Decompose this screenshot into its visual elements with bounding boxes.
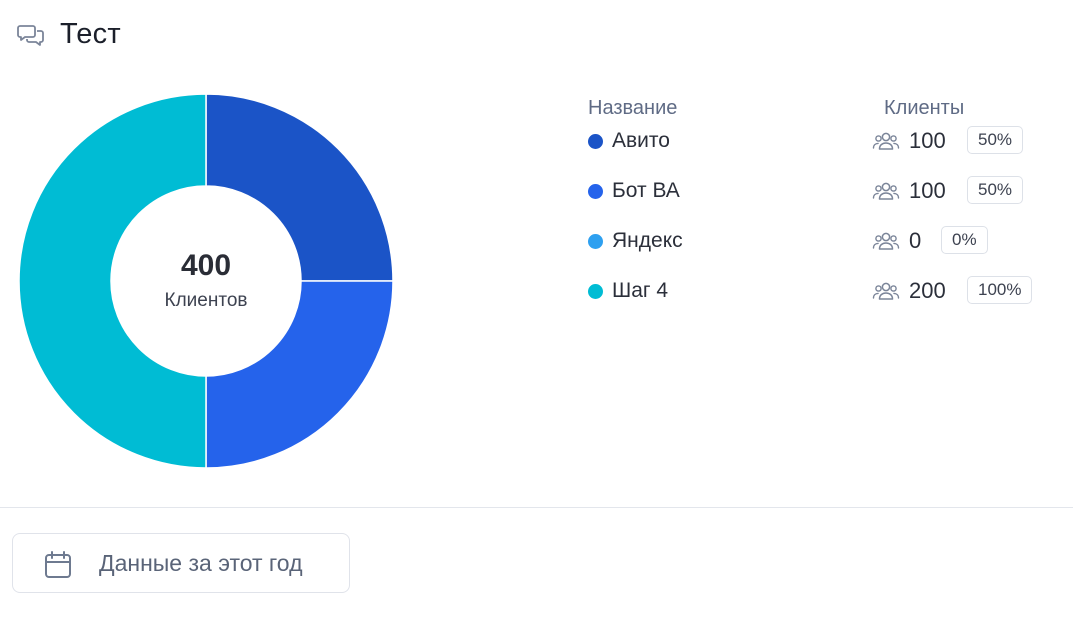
legend-item-count: 0	[909, 228, 922, 253]
donut-slice-1[interactable]	[205, 280, 394, 469]
donut-center-label: Клиентов	[164, 290, 248, 311]
legend-item-percent-badge: 50%	[967, 176, 1024, 204]
legend-header-clients: Клиенты	[884, 97, 965, 119]
donut-chart	[18, 93, 394, 469]
legend-header-name: Название	[588, 97, 678, 119]
calendar-icon	[45, 551, 71, 578]
legend-row: Шаг 4 200 100%	[0, 274, 1073, 310]
legend-row: Яндекс 0 0%	[0, 224, 1073, 260]
users-icon	[872, 232, 900, 250]
donut-slice-3[interactable]	[18, 93, 207, 469]
legend-color-dot	[588, 234, 603, 249]
legend-item-name: Бот ВА	[612, 179, 680, 202]
legend-row: Авито 100 50%	[0, 124, 1073, 160]
divider	[0, 507, 1073, 508]
chat-bubbles-icon	[17, 24, 44, 46]
legend-item-name: Авито	[612, 129, 670, 152]
widget-title: Тест	[60, 18, 121, 50]
users-icon	[872, 132, 900, 150]
legend-item-percent-badge: 0%	[941, 226, 988, 254]
users-icon	[872, 182, 900, 200]
widget-header: Тест	[16, 18, 121, 51]
legend-color-dot	[588, 134, 603, 149]
legend-item-count: 100	[909, 128, 946, 153]
donut-slice-0[interactable]	[205, 93, 394, 282]
period-label: Данные за этот год	[99, 550, 303, 576]
legend-item-percent-badge: 100%	[967, 276, 1033, 304]
legend-item-count: 200	[909, 278, 946, 303]
legend-item-percent-badge: 50%	[967, 126, 1024, 154]
legend-item-name: Шаг 4	[612, 279, 669, 302]
period-selector-button[interactable]: Данные за этот год	[12, 533, 350, 593]
legend-color-dot	[588, 184, 603, 199]
donut-center-value: 400	[180, 249, 232, 282]
legend-item-name: Яндекс	[612, 229, 683, 252]
legend-item-count: 100	[909, 178, 946, 203]
legend-row: Бот ВА 100 50%	[0, 174, 1073, 210]
legend-color-dot	[588, 284, 603, 299]
users-icon	[872, 282, 900, 300]
